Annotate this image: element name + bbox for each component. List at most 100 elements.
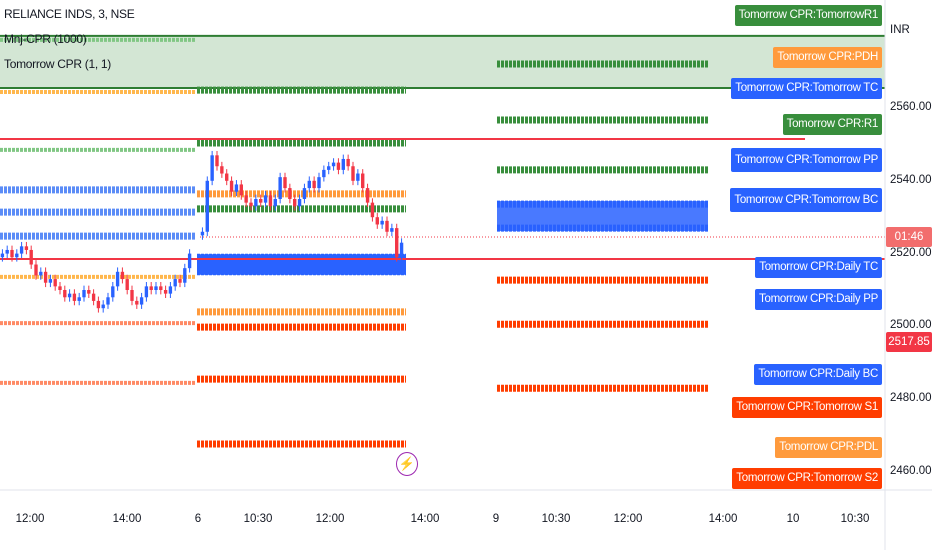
candle-body — [205, 180, 209, 232]
candle-body — [58, 286, 62, 290]
lightning-icon[interactable]: ⚡ — [396, 452, 418, 476]
candle-body — [139, 297, 144, 305]
countdown-label: 01:46 — [886, 227, 932, 247]
candle-body — [200, 231, 205, 236]
candle-body — [307, 180, 311, 189]
time-tick: 10:30 — [541, 513, 571, 525]
candle-body — [120, 271, 125, 280]
candle-body — [239, 184, 243, 196]
candle-body — [263, 195, 268, 203]
candle-body — [173, 279, 177, 287]
time-tick: 12:00 — [315, 513, 345, 525]
candle-body — [15, 253, 19, 258]
candle-body — [234, 184, 239, 192]
candle-body — [365, 188, 370, 203]
candle-body — [331, 162, 336, 167]
price-tick: 2460.00 — [890, 465, 932, 477]
level-label: Tomorrow CPR:Tomorrow PP — [731, 148, 882, 172]
candle-body — [215, 155, 219, 167]
candle-body — [5, 249, 9, 254]
candle-body — [67, 293, 72, 298]
price-tick: 2540.00 — [890, 173, 932, 186]
candle-body — [183, 268, 187, 283]
cpr-zone-day3 — [497, 201, 708, 232]
time-tick: 10:30 — [840, 513, 870, 525]
level-label: Tomorrow CPR:PDH — [773, 47, 882, 68]
candle-body — [273, 199, 277, 207]
candle-body — [356, 173, 360, 181]
candle-body — [225, 173, 229, 181]
price-tick: 2520.00 — [890, 246, 932, 259]
candle-body — [259, 199, 263, 203]
candle-body — [96, 300, 101, 309]
level-label: Tomorrow CPR:Tomorrow BC — [730, 188, 882, 212]
candle-body — [390, 228, 394, 232]
candle-body — [154, 286, 158, 290]
last-price-label: 2517.85 — [886, 332, 932, 352]
candle-body — [380, 220, 384, 225]
candle-body — [302, 188, 307, 199]
candle-body — [399, 242, 404, 258]
candle-body — [72, 293, 77, 301]
candle-body — [159, 286, 163, 290]
time-tick: 12:00 — [15, 513, 45, 525]
level-label: Tomorrow CPR:R1 — [782, 114, 882, 135]
candle-body — [322, 169, 326, 178]
candle-body — [312, 180, 316, 189]
candle-body — [125, 279, 129, 290]
indicator-legend-tomorrow-cpr[interactable]: Tomorrow CPR (1, 1) — [4, 57, 111, 71]
time-tick: 14:00 — [708, 513, 738, 525]
candle-body — [187, 253, 192, 269]
level-label: Tomorrow CPR:TomorrowR1 — [734, 5, 882, 26]
candle-body — [249, 202, 253, 207]
cpr-zone-day2 — [197, 254, 406, 275]
candle-body — [297, 199, 302, 207]
candle-body — [268, 195, 273, 207]
candle-body — [91, 293, 96, 301]
candle-body — [220, 166, 224, 174]
candle-body — [168, 286, 173, 294]
candle-body — [101, 304, 105, 309]
candle-body — [278, 177, 282, 199]
level-label: Tomorrow CPR:PDL — [775, 437, 882, 458]
time-tick: 6 — [194, 513, 202, 525]
candle-body — [34, 264, 38, 276]
candle-body — [144, 286, 149, 298]
level-label: Tomorrow CPR:Daily TC — [755, 257, 882, 278]
time-tick: 12:00 — [613, 513, 643, 525]
candle-body — [111, 286, 115, 298]
time-tick: 9 — [492, 513, 500, 525]
candle-body — [178, 279, 182, 283]
candle-body — [351, 166, 355, 181]
candle-body — [39, 271, 43, 276]
indicator-legend-mnj-cpr[interactable]: Mnj-CPR (1000) — [4, 32, 87, 46]
time-tick: 10:30 — [243, 513, 273, 525]
time-tick: 14:00 — [112, 513, 142, 525]
candle-body — [288, 188, 292, 199]
candle-body — [327, 166, 331, 170]
candle-body — [229, 180, 234, 192]
candle-body — [361, 173, 365, 189]
level-label: Tomorrow CPR:Tomorrow TC — [731, 78, 882, 99]
candle-body — [283, 177, 287, 189]
candle-body — [19, 246, 24, 254]
candle-body — [135, 300, 139, 305]
price-tick: 2500.00 — [890, 319, 932, 332]
candle-body — [293, 199, 297, 207]
candle-body — [385, 220, 389, 232]
candle-body — [115, 271, 120, 287]
currency-label: INR — [890, 24, 910, 36]
candle-body — [163, 290, 168, 294]
candle-body — [82, 290, 86, 298]
candle-body — [130, 290, 134, 301]
symbol-title[interactable]: RELIANCE INDS, 3, NSE — [4, 7, 135, 21]
candle-body — [106, 297, 110, 305]
candle-body — [29, 249, 33, 265]
candle-body — [317, 177, 321, 189]
level-label: Tomorrow CPR:Tomorrow S2 — [732, 468, 882, 489]
candle-body — [149, 286, 153, 290]
candle-body — [375, 217, 379, 225]
time-tick: 14:00 — [410, 513, 440, 525]
candle-body — [48, 279, 53, 283]
